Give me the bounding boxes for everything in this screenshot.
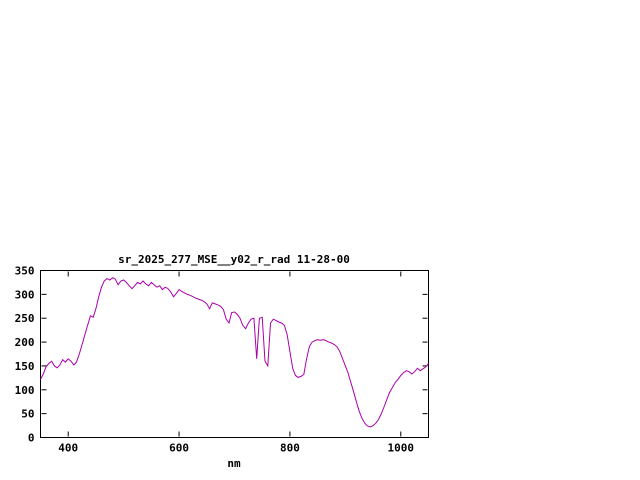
tick-label: 400 (58, 442, 78, 455)
chart-title: sr_2025_277_MSE__y02_r_rad 11-28-00 (118, 253, 350, 266)
tick-label: 600 (169, 442, 189, 455)
tick-label: 150 (15, 360, 35, 373)
tick-marks (41, 270, 428, 438)
tick-label: 800 (280, 442, 300, 455)
tick-label: 300 (15, 288, 35, 301)
tick-labels: 400 600 800 1000 0 50 100 150 200 250 300 350 (15, 265, 414, 455)
tick-label: 0 (28, 432, 35, 445)
x-axis-label: nm (227, 457, 241, 470)
tick-label: 200 (15, 336, 35, 349)
tick-label: 1000 (388, 442, 415, 455)
plot-border (40, 270, 429, 438)
tick-label: 350 (15, 265, 35, 278)
tick-label: 100 (15, 384, 35, 397)
tick-label: 250 (15, 312, 35, 325)
data-line (40, 277, 429, 428)
tick-label: 50 (21, 408, 34, 421)
